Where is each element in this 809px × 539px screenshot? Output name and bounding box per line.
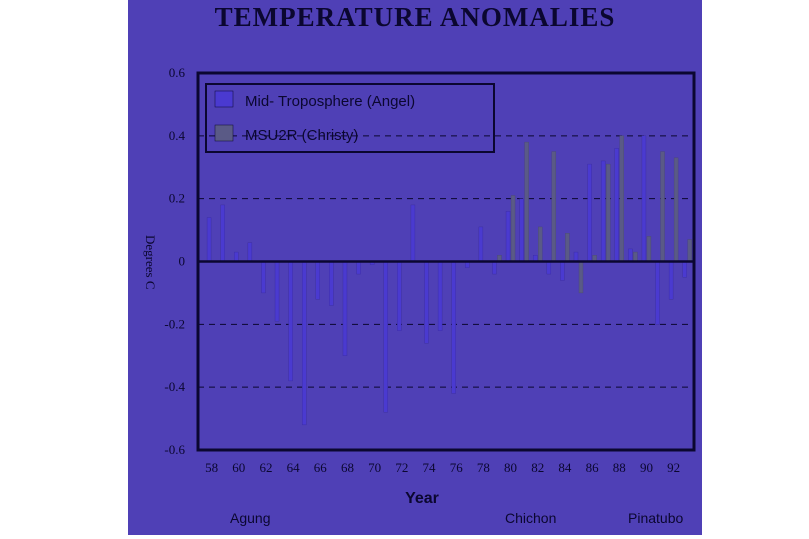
x-tick-labels: 58 60 62 64 66 68 70 72 74 76 78 80 82 84 86 88 90 92 (205, 460, 680, 475)
x-tick-label: 70 (368, 460, 381, 475)
bar-angel (397, 261, 402, 331)
bar-angel (628, 248, 633, 262)
bar-christy (619, 135, 624, 262)
bar-angel (220, 204, 225, 262)
bar-christy (633, 251, 638, 262)
grid-lines (198, 135, 694, 388)
bar-angel (342, 261, 348, 356)
bar-angel (383, 261, 388, 413)
bar-angel (356, 261, 361, 275)
bar-christy (524, 141, 529, 262)
bar-angel (247, 242, 253, 262)
y-tick-label: 0.4 (169, 128, 186, 143)
bar-christy (565, 233, 570, 262)
bar-angel (492, 261, 497, 275)
legend-swatch-christy (214, 124, 234, 142)
x-tick-label: 64 (287, 460, 301, 475)
bar-angel (261, 261, 266, 294)
x-tick-label: 92 (667, 460, 680, 475)
bar-angel (641, 135, 647, 262)
annotation-pinatubo: Pinatubo (628, 510, 684, 526)
bar-christy (538, 226, 543, 262)
bar-angel (519, 198, 524, 262)
bar-angel (274, 261, 280, 322)
bar-angel (573, 251, 579, 262)
bar-christy (510, 195, 516, 262)
bar-angel (437, 261, 443, 331)
bar-angel (234, 251, 239, 262)
bar-christy (578, 261, 584, 294)
x-tick-label: 86 (586, 460, 600, 475)
bar-christy (660, 151, 665, 262)
bar-angel (302, 261, 307, 426)
bar-angel (206, 217, 212, 262)
bar-christy (687, 239, 692, 262)
x-tick-label: 58 (205, 460, 218, 475)
y-tick-labels: 0.6 0.4 0.2 0 -0.2 -0.4 -0.6 (164, 65, 185, 457)
chart-title: TEMPERATURE ANOMALIES (214, 2, 616, 32)
bar-angel (546, 261, 552, 275)
x-tick-label: 88 (613, 460, 626, 475)
x-tick-label: 80 (504, 460, 517, 475)
bar-angel (614, 148, 619, 262)
bar-angel (655, 261, 660, 325)
bar-angel (329, 261, 334, 306)
x-tick-label: 78 (477, 460, 490, 475)
y-tick-label: -0.2 (164, 316, 185, 331)
x-tick-label: 60 (232, 460, 245, 475)
x-tick-label: 90 (640, 460, 653, 475)
bars (206, 135, 692, 426)
bar-angel (451, 261, 456, 394)
bar-christy (673, 157, 679, 262)
y-tick-label: 0.6 (169, 65, 186, 80)
legend-box (205, 83, 495, 153)
legend-swatch-angel (214, 90, 234, 108)
y-tick-label: -0.6 (164, 442, 185, 457)
bar-christy (646, 236, 652, 262)
legend-label-christy: MSU2R (Christy) (245, 127, 358, 144)
bar-angel (315, 261, 321, 300)
x-tick-label: 68 (341, 460, 354, 475)
bar-angel (424, 261, 429, 344)
x-tick-label: 84 (558, 460, 572, 475)
bar-angel (668, 261, 674, 300)
x-tick-label: 72 (395, 460, 408, 475)
bar-christy (551, 151, 557, 262)
bar-angel (682, 261, 687, 278)
bar-angel (560, 261, 565, 281)
y-tick-label: 0.2 (169, 191, 185, 206)
annotation-agung: Agung (230, 510, 271, 526)
legend-label-angel: Mid- Troposphere (Angel) (245, 93, 415, 110)
y-tick-label: 0 (179, 254, 186, 269)
annotation-chichon: Chichon (505, 510, 557, 526)
bar-angel (600, 160, 606, 262)
x-axis-label: Year (405, 490, 439, 507)
legend: Mid- Troposphere (Angel) MSU2R (Christy) (205, 83, 495, 153)
x-tick-label: 76 (450, 460, 464, 475)
x-tick-label: 74 (423, 460, 437, 475)
bar-angel (288, 261, 293, 382)
x-tick-label: 82 (531, 460, 544, 475)
bar-angel (478, 226, 484, 262)
chart-panel (128, 0, 702, 535)
bar-angel (410, 204, 416, 262)
bar-angel (505, 211, 511, 262)
y-axis-label: Degrees C (143, 235, 158, 290)
bar-christy (605, 163, 611, 262)
x-tick-label: 66 (314, 460, 328, 475)
x-tick-label: 62 (259, 460, 272, 475)
y-tick-label: -0.4 (164, 379, 185, 394)
bar-angel (587, 163, 592, 262)
